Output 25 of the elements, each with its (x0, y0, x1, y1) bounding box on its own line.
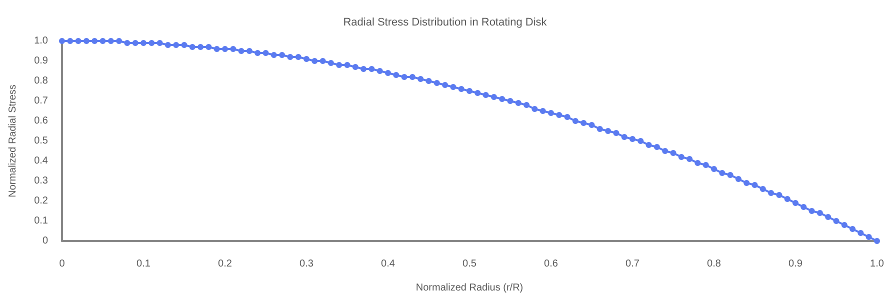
y-tick-label: 0.9 (34, 56, 48, 66)
y-tick-label: 0 (42, 236, 48, 246)
y-tick-label: 0.7 (34, 96, 48, 106)
y-tick-label: 0.5 (34, 136, 48, 146)
y-tick-label: 1.0 (34, 36, 48, 46)
x-tick-label: 0.2 (218, 258, 232, 270)
x-tick-label: 0.7 (626, 258, 640, 270)
x-tick-label: 0.5 (462, 258, 477, 270)
y-axis-title: Normalized Radial Stress (8, 84, 18, 198)
x-tick-label: 0.1 (136, 258, 151, 270)
y-tick-label: 0.2 (34, 196, 48, 206)
chart-title: Radial Stress Distribution in Rotating Disk (343, 16, 548, 28)
x-tick-label: 1.0 (870, 258, 884, 270)
x-tick-label: 0.6 (544, 258, 558, 270)
y-tick-label: 0.1 (34, 216, 48, 226)
y-tick-label: 0.6 (34, 116, 48, 126)
y-tick-label: 0.4 (34, 156, 48, 166)
x-tick-label: 0.8 (707, 258, 722, 270)
y-tick-label: 0.3 (34, 176, 48, 186)
y-tick-label: 0.8 (34, 76, 48, 86)
x-tick-label: 0.9 (788, 258, 803, 270)
x-axis-title: Normalized Radius (r/R) (416, 282, 524, 294)
x-tick-label: 0.3 (300, 258, 314, 270)
x-tick-label: 0.4 (381, 258, 396, 270)
x-tick-label: 0 (59, 258, 66, 270)
